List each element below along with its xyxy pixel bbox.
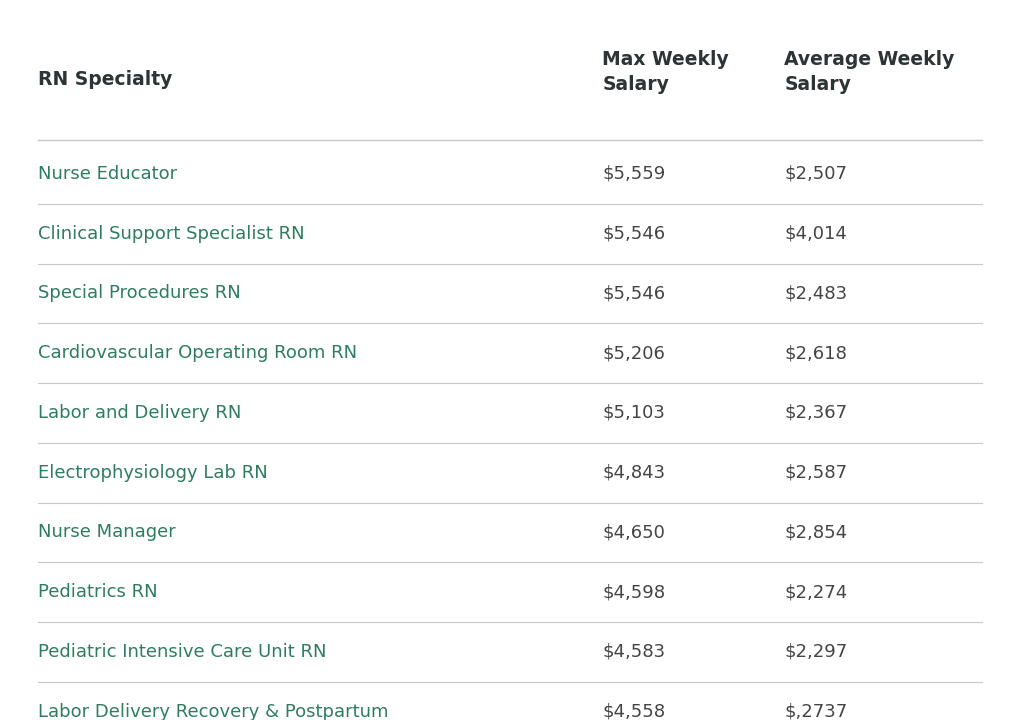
Text: $4,650: $4,650	[602, 523, 664, 541]
Text: $,2737: $,2737	[784, 703, 847, 720]
Text: $4,014: $4,014	[784, 225, 846, 243]
Text: $4,843: $4,843	[602, 464, 664, 482]
Text: Labor and Delivery RN: Labor and Delivery RN	[38, 404, 242, 422]
Text: Pediatrics RN: Pediatrics RN	[38, 583, 158, 601]
Text: Max Weekly
Salary: Max Weekly Salary	[602, 50, 728, 94]
Text: Average Weekly
Salary: Average Weekly Salary	[784, 50, 953, 94]
Text: $2,297: $2,297	[784, 643, 847, 661]
Text: RN Specialty: RN Specialty	[38, 70, 173, 89]
Text: $5,103: $5,103	[602, 404, 664, 422]
Text: $2,587: $2,587	[784, 464, 846, 482]
Text: $4,598: $4,598	[602, 583, 664, 601]
Text: $2,274: $2,274	[784, 583, 847, 601]
Text: $5,559: $5,559	[602, 165, 665, 183]
Text: $5,546: $5,546	[602, 225, 664, 243]
Text: $2,483: $2,483	[784, 284, 846, 302]
Text: $2,507: $2,507	[784, 165, 846, 183]
Text: Nurse Educator: Nurse Educator	[38, 165, 177, 183]
Text: Electrophysiology Lab RN: Electrophysiology Lab RN	[38, 464, 268, 482]
Text: Pediatric Intensive Care Unit RN: Pediatric Intensive Care Unit RN	[38, 643, 327, 661]
Text: $5,546: $5,546	[602, 284, 664, 302]
Text: $4,583: $4,583	[602, 643, 664, 661]
Text: $5,206: $5,206	[602, 344, 664, 362]
Text: Cardiovascular Operating Room RN: Cardiovascular Operating Room RN	[38, 344, 357, 362]
Text: Nurse Manager: Nurse Manager	[38, 523, 176, 541]
Text: $4,558: $4,558	[602, 703, 664, 720]
Text: $2,367: $2,367	[784, 404, 846, 422]
Text: Special Procedures RN: Special Procedures RN	[38, 284, 241, 302]
Text: Labor Delivery Recovery & Postpartum: Labor Delivery Recovery & Postpartum	[38, 703, 388, 720]
Text: Clinical Support Specialist RN: Clinical Support Specialist RN	[38, 225, 304, 243]
Text: $2,854: $2,854	[784, 523, 846, 541]
Text: $2,618: $2,618	[784, 344, 846, 362]
